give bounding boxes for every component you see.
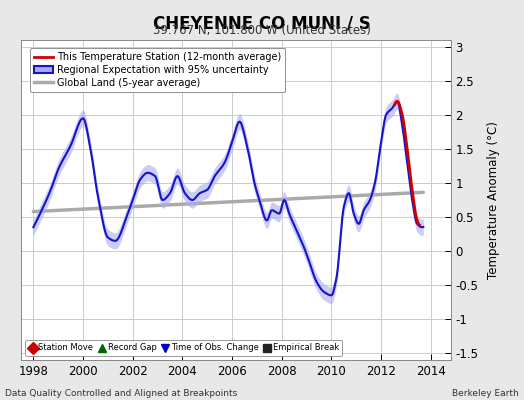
Legend: This Temperature Station (12-month average), Regional Expectation with 95% uncer: This Temperature Station (12-month avera… [30,48,286,92]
Text: 39.767 N, 101.800 W (United States): 39.767 N, 101.800 W (United States) [153,24,371,37]
Text: Berkeley Earth: Berkeley Earth [452,389,519,398]
Text: CHEYENNE CO MUNI / S: CHEYENNE CO MUNI / S [153,14,371,32]
Text: Data Quality Controlled and Aligned at Breakpoints: Data Quality Controlled and Aligned at B… [5,389,237,398]
Y-axis label: Temperature Anomaly (°C): Temperature Anomaly (°C) [487,121,500,279]
